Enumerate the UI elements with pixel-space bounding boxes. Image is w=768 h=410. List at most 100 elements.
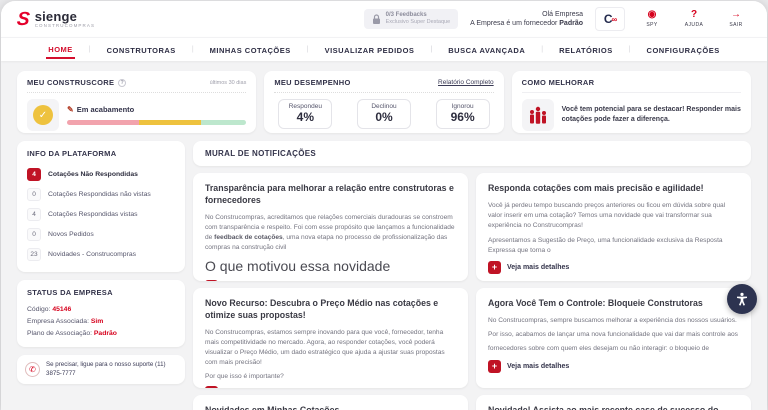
construcompras-logo[interactable]: C ∞ [595, 7, 625, 31]
notification-title: Agora Você Tem o Controle: Bloqueie Cons… [488, 298, 703, 308]
veja-mais-detalhes-button[interactable]: + Veja mais detalhes [488, 359, 739, 373]
status-empresa-title: STATUS DA EMPRESA [27, 288, 113, 297]
desempenho-card: MEU DESEMPENHO Relatório Completo Respon… [264, 71, 504, 133]
count-badge: 4 [27, 167, 41, 181]
nav-separator: | [191, 46, 194, 53]
podium-people-icon [529, 106, 546, 124]
user-greeting: Olá Empresa A Empresa é um fornecedor Pa… [470, 10, 583, 29]
nav-separator: | [628, 46, 631, 53]
count-badge: 23 [27, 247, 41, 261]
notification-card-preco-medio[interactable]: Novo Recurso: Descubra o Preço Médio nas… [193, 288, 468, 388]
nav-relatorios[interactable]: RELATÓRIOS [559, 45, 613, 55]
como-melhorar-card: COMO MELHORAR Você tem potencial para se… [511, 71, 751, 133]
notification-subheading: O que motivou essa novidade [205, 257, 391, 274]
progress-segment-green [201, 120, 247, 125]
notification-card-transparencia[interactable]: Transparência para melhorar a relação en… [193, 173, 468, 281]
count-badge: 0 [27, 227, 41, 241]
feedback-subtitle: Exclusivo Super Destaque [385, 19, 451, 26]
support-text: Se precisar, ligue para o nosso suporte … [46, 361, 166, 377]
notification-title: Responda cotações com mais precisão e ag… [488, 183, 704, 193]
notification-body: No Construcompras, acreditamos que relaç… [205, 213, 455, 252]
sidebar-item-cotacoes-nao-respondidas[interactable]: 4 Cotações Não Respondidas [27, 164, 175, 184]
nav-configuracoes[interactable]: CONFIGURAÇÕES [646, 45, 720, 55]
nav-separator: | [430, 46, 433, 53]
score-iconbox: ✓ [27, 99, 59, 131]
como-melhorar-text: Você tem potencial para se destacar! Res… [561, 105, 741, 124]
sidebar-item-novidades[interactable]: 23 Novidades - Construcompras [27, 244, 175, 264]
notification-title: Transparência para melhorar a relação en… [205, 183, 454, 205]
nav-separator: | [541, 46, 544, 53]
plus-icon: + [488, 260, 501, 274]
help-question-icon[interactable]: ? [118, 78, 127, 87]
veja-mais-detalhes-button[interactable]: + Veja mais detalhes [205, 385, 456, 388]
help-button[interactable]: ? AJUDA [684, 9, 704, 29]
progress-segment-yellow [138, 120, 202, 125]
podium-iconbox [521, 99, 554, 131]
brand-name: sienge [34, 8, 78, 24]
notification-body: No Construcompras, sempre buscamos melho… [488, 316, 737, 324]
notification-card-sugestao-preco[interactable]: Responda cotações com mais precisão e ag… [476, 173, 751, 281]
greeting-line1: Olá Empresa [542, 10, 583, 18]
nav-visualizar-pedidos[interactable]: VISUALIZAR PEDIDOS [324, 45, 415, 55]
count-badge: 0 [27, 187, 41, 201]
score-status: ✎ Em acabamento [67, 105, 135, 114]
exit-icon: → [731, 9, 741, 20]
feedback-badge[interactable]: 0/3 Feedbacks Exclusivo Super Destaque [363, 8, 459, 30]
veja-mais-detalhes-button[interactable]: + Veja mais detalhes [205, 279, 456, 281]
relatorio-completo-link[interactable]: Relatório Completo [438, 79, 494, 86]
nav-construtoras[interactable]: CONSTRUTORAS [106, 45, 176, 55]
info-plataforma-title: INFO DA PLATAFORMA [27, 149, 117, 158]
nav-busca-avancada[interactable]: BUSCA AVANÇADA [448, 45, 526, 55]
plus-icon: + [488, 359, 501, 373]
notification-body: No Construcompras, estamos sempre inovan… [205, 328, 445, 367]
lock-icon [372, 13, 380, 24]
info-plataforma-card: INFO DA PLATAFORMA 4 Cotações Não Respon… [17, 141, 185, 272]
accessibility-widget-button[interactable] [727, 284, 757, 314]
stat-respondeu: Respondeu 4% [278, 99, 333, 129]
notification-body: Você já perdeu tempo buscando preços ant… [488, 201, 726, 230]
desempenho-title: MEU DESEMPENHO [274, 78, 351, 87]
main-nav: HOME | CONSTRUTORAS | MINHAS COTAÇÕES | … [1, 37, 767, 61]
status-empresa-card: STATUS DA EMPRESA Código: 45146 Empresa … [17, 280, 185, 347]
notification-question: Por que isso é importante? [205, 372, 284, 380]
nav-minhas-cotacoes[interactable]: MINHAS COTAÇÕES [209, 45, 291, 55]
progress-segment-red [67, 120, 139, 125]
spy-icon: ◉ [647, 9, 657, 20]
feedback-count: 0/3 Feedbacks [385, 11, 427, 18]
sidebar-item-respondidas-vistas[interactable]: 4 Cotações Respondidas vistas [27, 204, 175, 224]
stat-ignorou: Ignorou 96% [435, 99, 490, 129]
status-row-codigo: Código: 45146 [27, 305, 72, 313]
support-card: ✆ Se precisar, ligue para o nosso suport… [17, 355, 185, 385]
notification-body: Por isso, acabamos de lançar uma nova fu… [488, 331, 738, 339]
plan-name: Padrão [559, 20, 583, 27]
nav-home[interactable]: HOME [46, 41, 75, 59]
sidebar-item-novos-pedidos[interactable]: 0 Novos Pedidos [27, 224, 175, 244]
top-header: S sienge CONSTRUCOMPRAS 0/3 Feedbacks Ex… [1, 1, 767, 37]
notification-title: Novo Recurso: Descubra o Preço Médio nas… [205, 298, 439, 320]
notification-card-bloqueio[interactable]: Agora Você Tem o Controle: Bloqueie Cons… [476, 288, 751, 388]
notification-card-case-sucesso[interactable]: Novidade! Assista ao mais recente case d… [476, 395, 751, 410]
stat-declinou: Declinou 0% [356, 99, 411, 129]
nav-separator: | [306, 46, 309, 53]
logout-button[interactable]: → SAIR [729, 9, 743, 29]
veja-mais-detalhes-button[interactable]: + Veja mais detalhes [488, 260, 739, 274]
como-melhorar-title: COMO MELHORAR [521, 78, 595, 87]
notification-body: fornecedores sobre com quem eles desejam… [488, 345, 710, 353]
sidebar-item-respondidas-nao-vistas[interactable]: 0 Cotações Respondidas não vistas [27, 184, 175, 204]
plus-icon: + [205, 279, 218, 281]
sienge-logo[interactable]: S sienge CONSTRUCOMPRAS [15, 8, 96, 30]
pencil-icon: ✎ [67, 105, 74, 114]
status-row-plano: Plano de Associação: Padrão [27, 329, 117, 337]
spy-button[interactable]: ◉ SPY [646, 9, 658, 29]
score-progress-bar [67, 120, 247, 125]
notification-title: Novidades em Minhas Cotações [205, 405, 340, 410]
notification-card-novidades-cotacoes[interactable]: Novidades em Minhas Cotações [193, 395, 468, 410]
construscore-period: últimos 30 dias [209, 79, 247, 86]
sienge-mark-icon: S [15, 8, 31, 30]
construscore-card: MEU CONSTRUSCORE ? últimos 30 dias ✓ ✎ Em… [17, 71, 257, 133]
notification-body: Apresentamos a Sugestão de Preço, uma fu… [488, 236, 723, 254]
greeting-line2: A Empresa é um fornecedor Padrão [470, 20, 583, 27]
brand-subtitle: CONSTRUCOMPRAS [34, 22, 96, 28]
status-row-associada: Empresa Associada: Sim [27, 317, 104, 325]
